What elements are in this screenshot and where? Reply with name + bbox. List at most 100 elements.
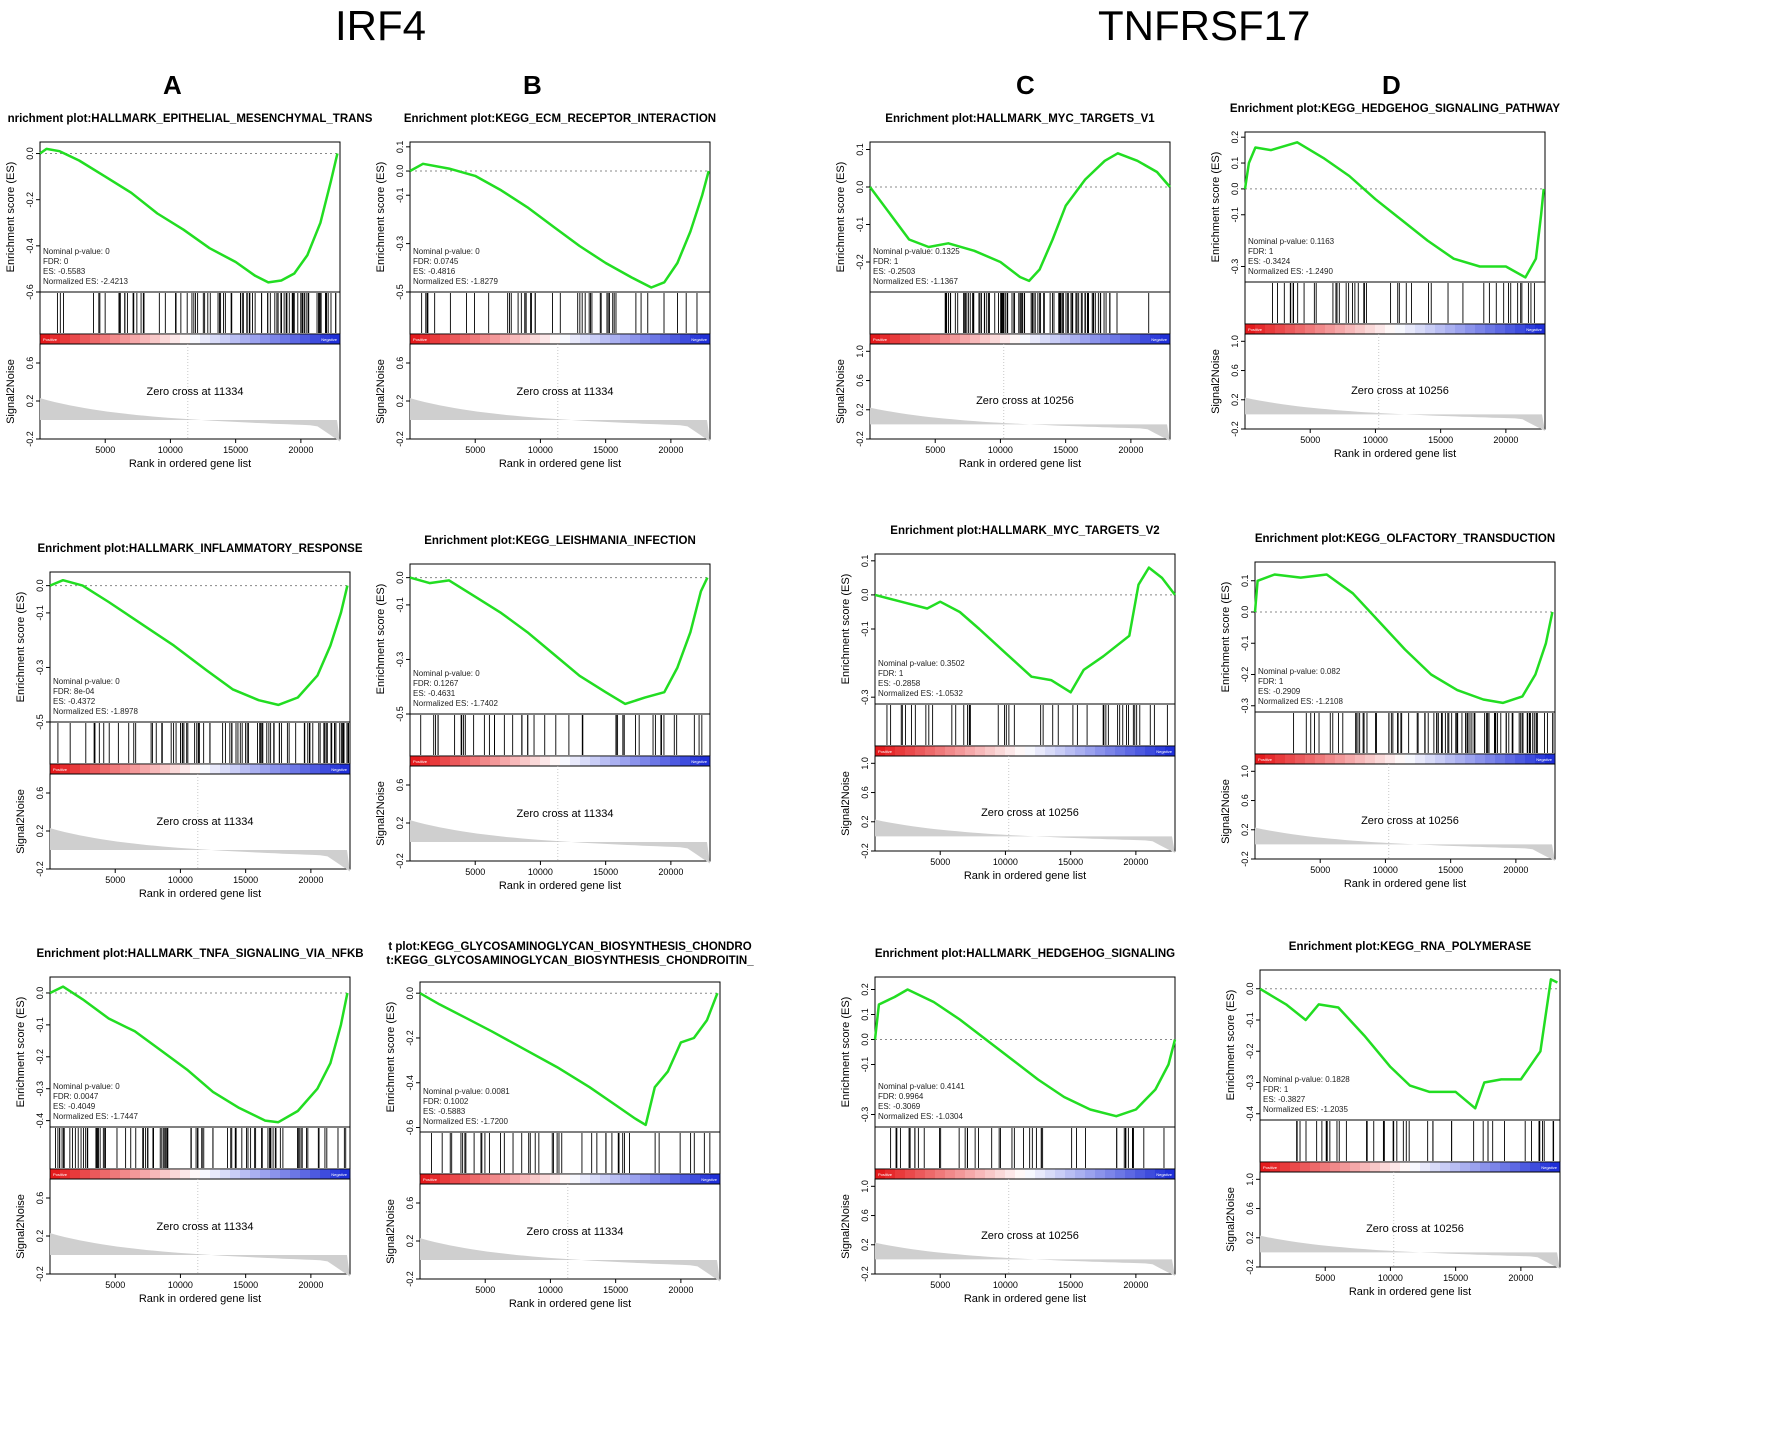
metric-ytick-label: 0.2: [405, 1235, 415, 1248]
colorbar-segment: [130, 1169, 141, 1179]
colorbar-segment: [340, 1169, 351, 1179]
colorbar-segment: [1085, 746, 1096, 756]
metric-ytick-label: 0.6: [35, 1192, 45, 1205]
stat-line: Normalized ES: -2.4213: [43, 277, 128, 286]
plot-title: Enrichment plot:HALLMARK_MYC_TARGETS_V1: [885, 113, 1155, 125]
colorbar-segment: [650, 1174, 661, 1184]
stat-line: ES: -0.4049: [53, 1102, 96, 1111]
stat-line: Nominal p-value: 0.3502: [878, 659, 965, 668]
stat-line: FDR: 8e-04: [53, 687, 95, 696]
xtick-label: 20000: [1508, 1273, 1533, 1283]
colorbar-segment: [330, 334, 341, 344]
colorbar-segment: [1345, 324, 1356, 334]
metric-ytick-label: 0.2: [395, 817, 405, 830]
stat-line: FDR: 1: [1263, 1085, 1289, 1094]
gsea-chart: Enrichment plot:KEGG_RNA_POLYMERASE 0.0 -0…: [1225, 941, 1561, 1298]
xtick-label: 20000: [1123, 1280, 1148, 1290]
stat-line: ES: -0.4372: [53, 697, 96, 706]
colorbar-segment: [1035, 1169, 1046, 1179]
colorbar-segment: [1355, 754, 1366, 764]
stat-line: Normalized ES: -1.2490: [1248, 267, 1333, 276]
colorbar-segment: [1115, 746, 1126, 756]
colorbar-segment: [550, 1174, 561, 1184]
xtick-label: 5000: [465, 867, 485, 877]
colorbar-segment: [1460, 1162, 1471, 1172]
positive-tag: Positive: [413, 759, 428, 764]
colorbar-segment: [110, 1169, 121, 1179]
colorbar-segment: [1255, 324, 1266, 334]
colorbar-segment: [1390, 1162, 1401, 1172]
colorbar-segment: [690, 334, 701, 344]
colorbar-segment: [410, 756, 421, 766]
es-ytick-label: -0.3: [860, 1107, 870, 1123]
plot-title: Enrichment plot:KEGG_HEDGEHOG_SIGNALING_…: [1230, 103, 1560, 115]
colorbar-segment: [900, 334, 911, 344]
ranked-list-colorbar: [50, 764, 351, 774]
es-ytick-label: 0.0: [855, 181, 865, 194]
colorbar-segment: [1025, 1169, 1036, 1179]
ranked-list-colorbar: [870, 334, 1171, 344]
colorbar-segment: [480, 1174, 491, 1184]
stat-line: Normalized ES: -1.8279: [413, 277, 498, 286]
metric-frame: [874, 1178, 1176, 1275]
colorbar-segment: [450, 756, 461, 766]
metric-axis-label: Signal2Noise: [840, 771, 852, 836]
stat-line: Normalized ES: -1.7200: [423, 1117, 508, 1126]
colorbar-segment: [470, 756, 481, 766]
colorbar-segment: [160, 1169, 171, 1179]
xtick-label: 10000: [168, 1280, 193, 1290]
stat-line: Nominal p-value: 0.1163: [1248, 237, 1335, 246]
colorbar-segment: [210, 334, 221, 344]
colorbar-segment: [490, 1174, 501, 1184]
xtick-label: 20000: [1503, 865, 1528, 875]
stat-line: Nominal p-value: 0: [413, 669, 480, 678]
colorbar-segment: [1145, 746, 1156, 756]
colorbar-segment: [650, 756, 661, 766]
colorbar-segment: [420, 334, 431, 344]
colorbar-segment: [1060, 334, 1071, 344]
es-ytick-label: 0.0: [395, 571, 405, 584]
es-ytick-label: -0.1: [1245, 1012, 1255, 1028]
es-ytick-label: -0.4: [35, 1113, 45, 1129]
colorbar-segment: [230, 334, 241, 344]
zero-cross-label: Zero cross at 11334: [156, 1221, 253, 1233]
es-ytick-label: -0.3: [395, 236, 405, 252]
x-axis-label: Rank in ordered gene list: [139, 888, 261, 900]
colorbar-segment: [1055, 1169, 1066, 1179]
colorbar-segment: [330, 1169, 341, 1179]
plot-title: nrichment plot:HALLMARK_EPITHELIAL_MESEN…: [8, 113, 373, 125]
colorbar-segment: [1490, 1162, 1501, 1172]
colorbar-segment: [510, 756, 521, 766]
es-ytick-label: -0.2: [1245, 1043, 1255, 1059]
colorbar-segment: [280, 764, 291, 774]
colorbar-segment: [670, 334, 681, 344]
colorbar-segment: [240, 764, 251, 774]
colorbar-segment: [1400, 1162, 1411, 1172]
positive-tag: Positive: [878, 1172, 893, 1177]
es-ytick-label: -0.2: [405, 1030, 415, 1046]
colorbar-segment: [1150, 334, 1161, 344]
xtick-label: 15000: [233, 1280, 258, 1290]
colorbar-segment: [510, 334, 521, 344]
gsea-chart: nrichment plot:HALLMARK_EPITHELIAL_MESEN…: [5, 113, 373, 470]
colorbar-segment: [1135, 1169, 1146, 1179]
colorbar-segment: [1140, 334, 1151, 344]
gsea-panel-6: Enrichment plot:KEGG_LEISHMANIA_INFECTIO…: [370, 522, 750, 892]
es-ytick-label: -0.3: [860, 689, 870, 705]
colorbar-segment: [680, 1174, 691, 1184]
colorbar-segment: [410, 334, 421, 344]
metric-area: [50, 828, 350, 872]
gsea-panel-5: Enrichment plot:HALLMARK_INFLAMMATORY_RE…: [10, 530, 390, 900]
stat-line: Normalized ES: -1.7447: [53, 1112, 138, 1121]
negative-tag: Negative: [331, 767, 348, 772]
colorbar-segment: [170, 764, 181, 774]
colorbar-segment: [200, 764, 211, 774]
colorbar-segment: [1375, 324, 1386, 334]
colorbar-segment: [1455, 754, 1466, 764]
colorbar-segment: [310, 764, 321, 774]
zero-cross-label: Zero cross at 10256: [981, 1230, 1079, 1242]
metric-axis-label: Signal2Noise: [5, 359, 17, 424]
colorbar-segment: [1395, 754, 1406, 764]
colorbar-segment: [1155, 1169, 1166, 1179]
stat-line: FDR: 0.1267: [413, 679, 459, 688]
